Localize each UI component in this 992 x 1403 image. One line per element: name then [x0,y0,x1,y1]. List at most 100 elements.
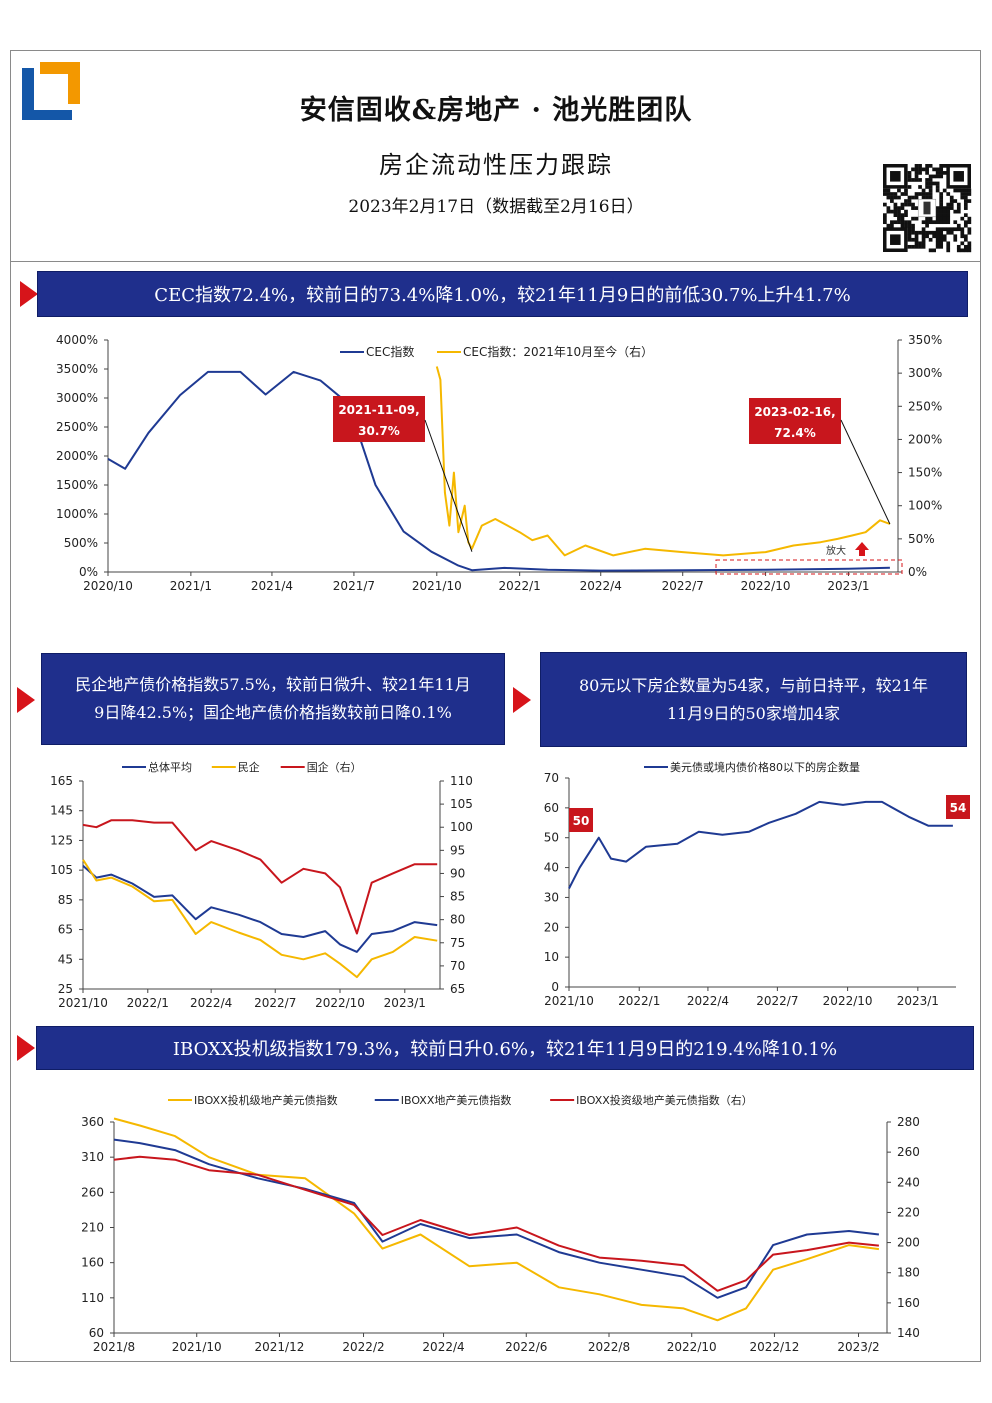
x-tick-label: 2022/12 [750,1340,800,1354]
y-tick-label-right: 250% [908,399,942,413]
qr-module [911,237,915,242]
y-tick-label: 160 [81,1256,104,1270]
qr-module [893,202,898,207]
y-tick-label: 4000% [56,333,98,347]
qr-module [967,192,972,196]
qr-module [963,206,968,210]
qr-module [893,220,898,225]
qr-module [925,178,929,182]
qr-finder-core [890,171,901,182]
y-tick-label-right: 150% [908,466,942,480]
series-line [82,864,438,953]
qr-module [928,164,933,168]
qr-module [946,241,951,246]
qr-module [939,230,944,235]
y-tick-label: 25 [58,982,73,996]
x-tick-label: 2022/1 [499,579,541,593]
qr-module [921,220,926,225]
qr-module [967,248,972,253]
qr-module [900,223,905,228]
qr-module [914,216,919,221]
qr-module [939,244,944,249]
qr-module [907,227,912,232]
y-tick-label-right: 80 [450,913,465,927]
qr-module [893,209,898,214]
qr-module [946,202,951,207]
legend-label: 总体平均 [148,760,192,774]
qr-module [904,188,908,193]
y-tick-label-right: 65 [450,982,465,996]
report-frame [10,50,981,1362]
qr-module [890,195,894,200]
qr-center-figure [923,201,931,215]
y-tick-label: 70 [544,771,559,785]
qr-module [932,230,936,235]
qr-module [907,237,912,242]
y-tick-label-right: 280 [897,1115,920,1129]
legend-label: 国企（右） [307,760,362,774]
y-tick-label: 50 [544,831,559,845]
y-tick-label-right: 300% [908,366,942,380]
y-tick-label-right: 180 [897,1266,920,1280]
qr-module [967,230,972,235]
callout-leader [424,419,473,552]
qr-module [939,199,944,203]
qr-module [935,174,940,179]
qr-module [939,164,944,168]
qr-module [921,244,926,249]
x-tick-label: 2021/12 [255,1340,305,1354]
qr-module [935,216,940,221]
qr-module [963,213,968,217]
qr-module [963,237,968,242]
y-tick-label: 0% [79,565,98,579]
qr-module [963,244,968,249]
iboxx-banner: IBOXX投机级指数179.3%，较前日升0.6%，较21年11月9日的219.… [36,1026,974,1070]
series-line [107,370,890,572]
qr-module [907,234,912,239]
y-tick-label-right: 260 [897,1145,920,1159]
qr-module [932,248,936,253]
qr-module [928,195,933,200]
qr-module [949,195,954,200]
y-tick-label-right: 75 [450,936,465,950]
bond-price-index-chart: 165 145 125 105 85 65 45 25 110 105 100 95 90 85 80 75 7… [50,760,473,1010]
qr-module [918,171,922,175]
qr-module [911,206,915,210]
qr-module [911,167,915,172]
qr-module [890,199,894,203]
callout-box [333,396,425,442]
y-tick-label-right: 0% [908,565,927,579]
qr-module [946,227,951,232]
qr-module [953,188,958,193]
qr-module [946,216,951,221]
qr-module [900,192,905,196]
qr-module [925,192,929,196]
qr-module [904,199,908,203]
qr-module [949,202,954,207]
qr-module [897,195,901,200]
qr-module [935,234,940,239]
qr-module [928,178,933,182]
qr-module [942,237,947,242]
y-tick-label-right: 140 [897,1326,920,1340]
qr-module [897,206,901,210]
qr-module [893,213,898,217]
qr-finder-core [890,234,901,245]
qr-module [900,202,905,207]
qr-module [932,234,936,239]
qr-module [935,220,940,225]
qr-module [925,223,929,228]
qr-module [925,167,929,172]
y-tick-label-right: 220 [897,1205,920,1219]
qr-module [914,171,919,175]
qr-module [921,167,926,172]
y-tick-label: 30 [544,890,559,904]
qr-module [897,216,901,221]
qr-module [918,178,922,182]
qr-module [883,220,887,225]
qr-module [946,213,951,217]
qr-module [904,223,908,228]
iboxx-chart: 360 310 260 210 160 110 60 280 260 240 220 200 180 16… [81,1093,920,1354]
header-divider [10,261,981,262]
